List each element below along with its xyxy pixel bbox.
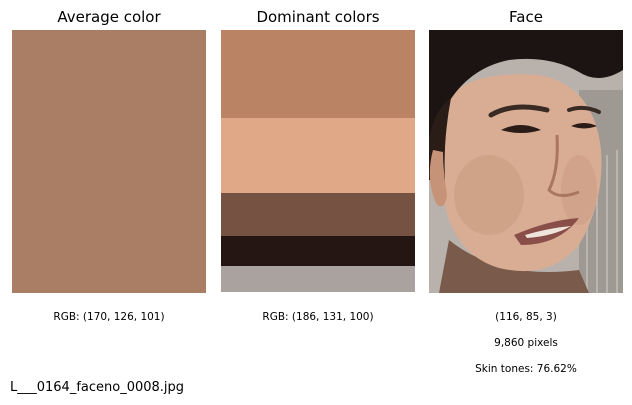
face-illustration: [429, 30, 623, 293]
face-image: [429, 30, 623, 293]
face-shape-label: (116, 85, 3): [495, 311, 557, 323]
dominant-color-band-4: [221, 236, 415, 266]
dominant-color-band-3: [221, 193, 415, 236]
dominant-colors-rgb-label: RGB: (186, 131, 100): [262, 311, 374, 323]
average-color-swatch: [12, 30, 206, 293]
dominant-colors-bar: [221, 30, 415, 293]
face-pixel-count: 9,860 pixels: [494, 337, 558, 349]
image-filename: L___0164_faceno_0008.jpg: [10, 380, 185, 395]
dominant-color-band-5: [221, 266, 415, 292]
dominant-color-band-2: [221, 118, 415, 193]
dominant-colors-title: Dominant colors: [256, 8, 380, 26]
dominant-color-band-1: [221, 30, 415, 118]
average-color-rgb-label: RGB: (170, 126, 101): [53, 311, 165, 323]
average-color-title: Average color: [57, 8, 161, 26]
face-title: Face: [509, 8, 543, 26]
face-skin-tones: Skin tones: 76.62%: [475, 363, 577, 375]
